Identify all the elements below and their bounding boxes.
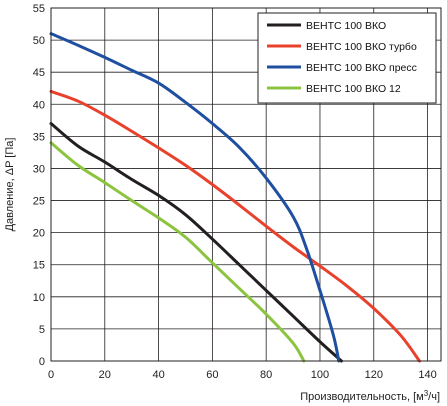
legend-label-2: ВЕНТС 100 ВКО пресс — [306, 62, 417, 74]
x-tick-label-7: 140 — [418, 369, 436, 381]
x-tick-label-0: 0 — [48, 369, 54, 381]
legend-label-3: ВЕНТС 100 ВКО 12 — [306, 83, 401, 95]
x-axis-title-superscript: 3 — [424, 389, 429, 398]
x-axis-title: Производительность, [м3/ч] — [300, 389, 440, 404]
x-tick-label-4: 80 — [260, 369, 272, 381]
y-tick-label-10: 50 — [33, 35, 45, 47]
y-tick-label-9: 45 — [33, 67, 45, 79]
y-tick-label-8: 40 — [33, 99, 45, 111]
y-tick-label-1: 5 — [39, 324, 45, 336]
x-tick-label-1: 20 — [99, 369, 111, 381]
series-line-2 — [49, 32, 341, 363]
series-line-1 — [49, 89, 421, 363]
x-tick-label-3: 60 — [206, 369, 218, 381]
y-axis-title: Давление, ΔP [Па] — [4, 138, 16, 232]
y-tick-label-5: 25 — [33, 196, 45, 208]
y-tick-label-2: 10 — [33, 292, 45, 304]
legend-label-0: ВЕНТС 100 ВКО — [306, 20, 386, 32]
series-line-3 — [49, 141, 306, 363]
legend: ВЕНТС 100 ВКО ВЕНТС 100 ВКО турбо ВЕНТС 10… — [257, 12, 437, 104]
y-tick-labels: 0 5 10 15 20 25 30 35 40 45 50 55 — [33, 3, 45, 368]
y-tick-label-11: 55 — [33, 3, 45, 15]
x-tick-label-5: 100 — [311, 369, 329, 381]
series-layer — [49, 32, 421, 363]
x-axis-title-end: /ч] — [428, 391, 440, 403]
x-axis-title-main: Производительность, [м — [300, 391, 424, 403]
y-tick-label-0: 0 — [39, 356, 45, 368]
legend-label-1: ВЕНТС 100 ВКО турбо — [306, 41, 417, 53]
x-tick-labels: 0 20 40 60 80 100 120 140 — [48, 369, 437, 381]
y-tick-label-7: 35 — [33, 131, 45, 143]
x-tick-label-2: 40 — [152, 369, 164, 381]
plot-frame — [50, 7, 442, 362]
y-tick-label-3: 15 — [33, 260, 45, 272]
series-line-0 — [49, 122, 343, 363]
y-tick-label-4: 20 — [33, 228, 45, 240]
y-tick-label-6: 30 — [33, 163, 45, 175]
x-tick-label-6: 120 — [365, 369, 383, 381]
